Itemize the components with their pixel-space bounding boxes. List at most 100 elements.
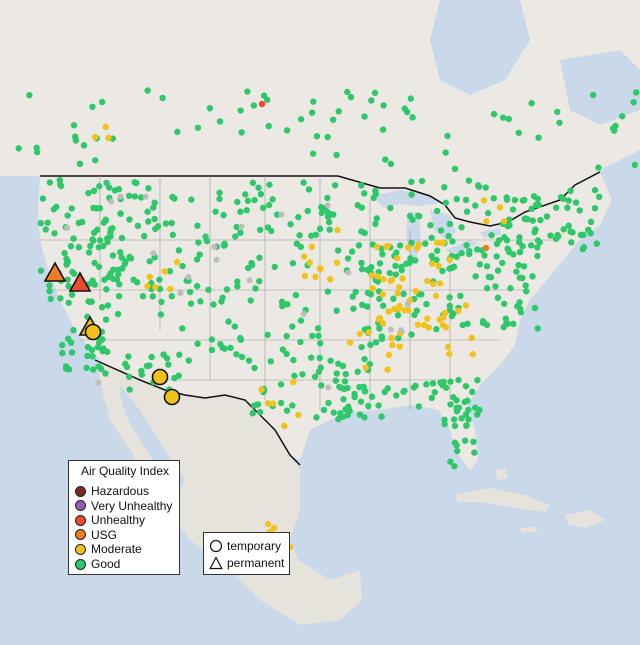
monitor-dot — [331, 182, 339, 189]
monitor-dot — [256, 254, 263, 261]
monitor-dot — [510, 320, 517, 328]
monitor-dot — [96, 183, 103, 190]
monitor-dot — [423, 300, 430, 308]
monitor-dot — [309, 150, 317, 157]
monitor-dot — [227, 344, 234, 352]
monitor-dot — [385, 351, 393, 359]
monitor-dot — [134, 222, 142, 230]
monitor-dot — [358, 228, 365, 235]
monitor-dot — [371, 89, 379, 97]
monitor-dot — [462, 196, 470, 204]
monitor-dot — [220, 211, 227, 219]
monitor-dot — [455, 376, 462, 384]
monitor-dot — [308, 243, 315, 251]
monitor-dot — [296, 232, 303, 239]
monitor-dot — [53, 203, 60, 211]
monitor-dot — [312, 231, 319, 239]
monitor-dot — [475, 183, 483, 190]
monitor-dot — [385, 308, 392, 315]
monitor-dot — [37, 219, 45, 227]
monitor-dot — [151, 215, 158, 223]
monitor-dot — [75, 219, 83, 227]
monitor-dot — [70, 326, 77, 334]
monitor-dot — [311, 373, 319, 380]
monitor-dot — [300, 179, 307, 186]
legend-swatch-icon — [75, 500, 86, 512]
monitor-dot — [256, 226, 264, 234]
monitor-dot — [95, 263, 103, 271]
monitor-dot — [459, 321, 466, 329]
monitor-dot — [237, 208, 244, 215]
monitor-dot — [234, 198, 241, 206]
monitor-dot — [85, 189, 92, 197]
monitor-dot — [447, 401, 454, 408]
monitor-dot — [58, 341, 66, 349]
monitor-dot — [103, 286, 110, 293]
monitor-dot — [407, 95, 414, 102]
monitor-dot — [401, 105, 408, 112]
monitor-dot — [513, 268, 520, 275]
monitor-dot — [382, 156, 389, 163]
monitor-dot — [408, 191, 415, 198]
monitor-dot — [105, 184, 113, 191]
monitor-dot — [462, 383, 470, 390]
monitor-dot — [295, 213, 302, 221]
monitor-dot — [480, 197, 488, 204]
monitor-dot — [297, 317, 305, 324]
monitor-markers — [15, 87, 640, 551]
monitor-dot — [483, 321, 491, 329]
monitor-dot — [278, 211, 285, 218]
monitor-dot — [347, 93, 355, 101]
monitor-dot — [565, 222, 572, 229]
monitor-dot — [165, 361, 172, 368]
monitor-dot — [283, 407, 291, 414]
monitor-dot — [412, 257, 419, 264]
monitor-dot — [100, 345, 107, 352]
monitor-dot — [391, 305, 398, 313]
monitor-dot — [93, 205, 100, 212]
monitor-dot — [221, 240, 228, 248]
monitor-dot — [252, 285, 259, 292]
monitor-dot — [451, 422, 459, 430]
monitor-dot — [168, 293, 176, 300]
monitor-dot — [462, 302, 470, 309]
monitor-dot — [554, 231, 561, 239]
legend-item: Unhealthy — [75, 513, 145, 527]
monitor-dot — [131, 193, 139, 200]
monitor-dot — [94, 226, 101, 233]
monitor-dot — [266, 181, 273, 188]
monitor-dot — [145, 218, 152, 225]
monitor-dot — [278, 298, 286, 306]
monitor-dot — [414, 321, 422, 328]
monitor-dot — [249, 179, 257, 187]
monitor-dot — [251, 364, 258, 372]
monitor-dot — [330, 409, 337, 416]
gulf-of-mexico — [300, 405, 470, 530]
monitor-dot — [159, 94, 166, 102]
monitor-dot — [246, 277, 253, 284]
monitor-dot — [333, 370, 340, 377]
monitor-dot — [341, 378, 349, 385]
monitor-dot — [139, 293, 147, 300]
monitor-dot — [264, 331, 271, 339]
monitor-dot — [429, 380, 437, 387]
monitor-dot — [149, 293, 156, 300]
legend-swatch-icon — [75, 529, 86, 541]
monitor-dot — [72, 137, 80, 144]
monitor-dot — [630, 99, 637, 106]
monitor-dot — [500, 300, 508, 307]
monitor-dot — [68, 205, 75, 212]
monitor-dot — [368, 393, 376, 400]
monitor-dot — [354, 368, 361, 375]
monitor-dot — [379, 291, 386, 298]
monitor-dot — [292, 291, 300, 299]
monitor-dot — [295, 411, 302, 419]
monitor-dot — [576, 207, 583, 214]
monitor-dot — [177, 290, 184, 297]
monitor-dot — [482, 184, 489, 191]
monitor-dot — [457, 292, 464, 300]
monitor-dot — [187, 300, 195, 307]
monitor-dot — [267, 358, 274, 365]
monitor-dot — [316, 340, 324, 347]
monitor-dot — [307, 354, 315, 361]
